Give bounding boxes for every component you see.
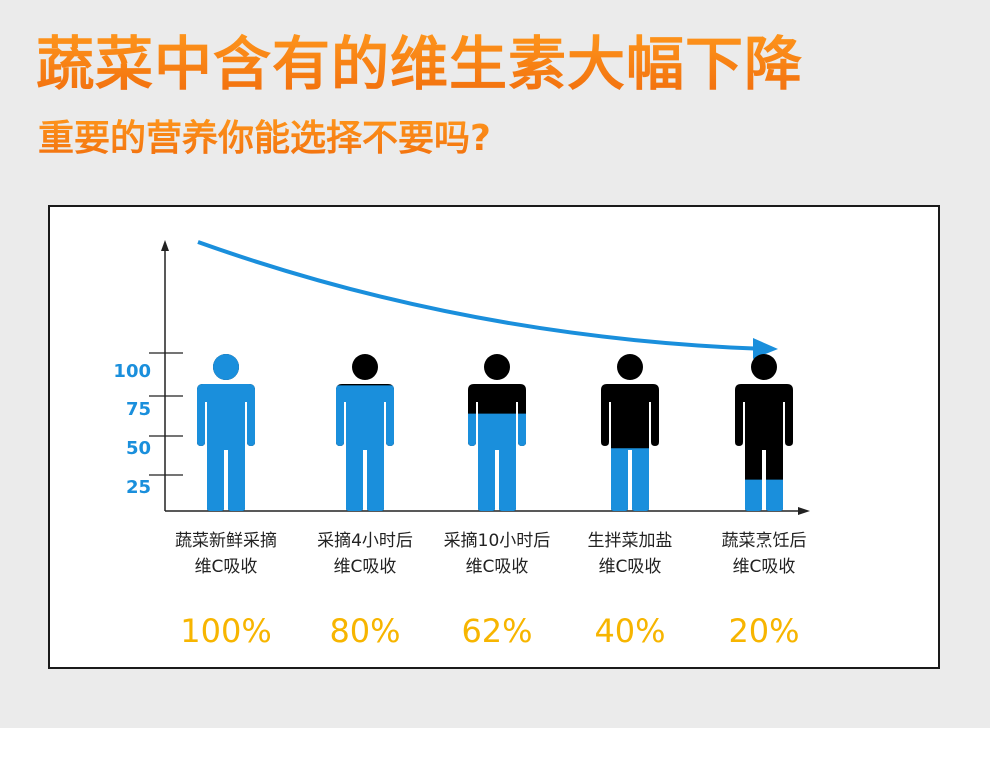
category-label-3-line-2: 维C吸收	[466, 557, 529, 577]
figure-fill-4	[611, 448, 649, 511]
category-label-4-line-1: 生拌菜加盐	[588, 531, 673, 551]
figure-head-5	[751, 354, 777, 380]
page-subtitle: 重要的营养你能选择不要吗?	[38, 112, 491, 166]
figure-fill-1	[197, 354, 255, 511]
chart-container: 25 50 75 100 蔬菜新鲜采摘 维C吸收 100% 采摘4小时后 维C吸收 80% 采摘10…	[48, 205, 940, 669]
value-label-4: 40%	[594, 612, 665, 650]
x-axis-arrow	[798, 507, 810, 515]
category-label-2-line-1: 采摘4小时后	[317, 531, 413, 551]
figure-fill-2	[336, 385, 394, 511]
pictogram-chart: 255075100蔬菜新鲜采摘维C吸收100%采摘4小时后维C吸收80%采摘10…	[113, 240, 810, 650]
y-tick-label-75: 75	[126, 399, 151, 420]
y-tick-label-50: 50	[126, 438, 151, 459]
figure-head-3	[484, 354, 510, 380]
value-label-3: 62%	[461, 612, 532, 650]
y-axis-arrow	[161, 240, 169, 251]
value-label-2: 80%	[329, 612, 400, 650]
category-label-3-line-1: 采摘10小时后	[444, 531, 551, 551]
category-label-5-line-2: 维C吸收	[733, 557, 796, 577]
trend-arrow-head	[753, 338, 778, 359]
category-label-2-line-2: 维C吸收	[334, 557, 397, 577]
value-label-5: 20%	[728, 612, 799, 650]
figure-body-4	[601, 384, 659, 511]
figure-fill-3	[468, 413, 526, 511]
y-tick-label-100: 100	[113, 361, 151, 382]
figure-fill-5	[745, 479, 783, 511]
trend-arrow-line	[197, 240, 766, 351]
page-title: 蔬菜中含有的维生素大幅下降	[36, 24, 803, 104]
figure-head-2	[352, 354, 378, 380]
category-label-1-line-2: 维C吸收	[195, 557, 258, 577]
category-label-5-line-1: 蔬菜烹饪后	[722, 530, 807, 551]
category-label-4-line-2: 维C吸收	[599, 557, 662, 577]
y-tick-label-25: 25	[126, 477, 151, 498]
figure-head-4	[617, 354, 643, 380]
figure-body-5	[735, 384, 793, 511]
value-label-1: 100%	[180, 612, 271, 650]
category-label-1-line-1: 蔬菜新鲜采摘	[175, 531, 277, 551]
